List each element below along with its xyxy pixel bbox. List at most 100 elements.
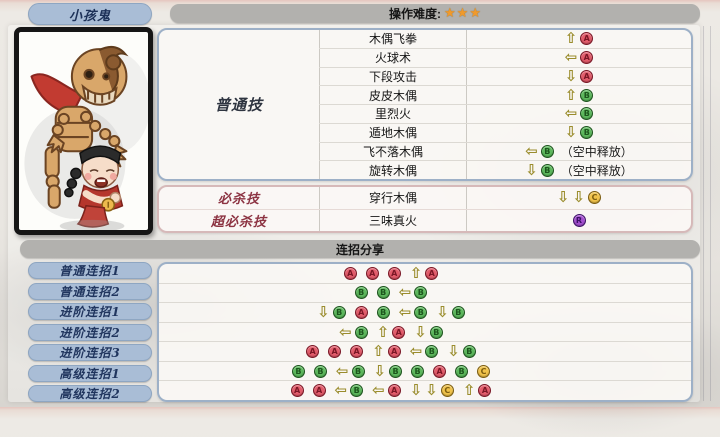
combo-label-pill[interactable]: 进阶连招3	[28, 344, 152, 361]
combo-panel: A A A ⇧ A B B ⇦ B ⇩ B A B ⇦ B ⇩ B ⇦ B ⇧ A ⇩ B A A A ⇧ A ⇦ B ⇩ B B B ⇦ B ⇩ B B A…	[157, 262, 693, 402]
combo-share-header: 连招分享	[20, 240, 700, 258]
move-row: 飞不落木偶 ⇦ B （空中释放）	[319, 141, 691, 161]
btn-A-icon: A	[328, 345, 342, 359]
input-token: A	[350, 345, 364, 359]
btn-B-icon: B	[350, 384, 364, 398]
input-token: ⇦ A	[372, 381, 401, 400]
move-row: 遁地木偶 ⇩ B	[319, 122, 691, 142]
btn-C-icon: C	[477, 364, 491, 378]
combo-label-pill[interactable]: 进阶连招1	[28, 303, 152, 320]
combo-label-column: 普通连招1 普通连招2 进阶连招1 进阶连招2 进阶连招3 高级连招1 高级连招2	[28, 262, 152, 402]
difficulty-label: 操作难度:	[389, 7, 442, 21]
btn-B-icon: B	[429, 325, 443, 339]
input-token: ⇦ B	[564, 104, 594, 123]
move-name: 遁地木偶	[319, 123, 467, 142]
move-inputs: ⇦ B	[467, 105, 691, 123]
combo-row: A A ⇦ B ⇦ A ⇩ ⇩ C ⇧ A	[159, 380, 691, 400]
input-token: ⇩ B	[525, 160, 554, 179]
move-inputs: ⇧ A	[467, 30, 691, 48]
combo-row: B B ⇦ B	[159, 282, 691, 303]
left-arrow-icon: ⇦	[335, 361, 349, 380]
btn-B-icon: B	[580, 107, 594, 121]
down-arrow-icon: ⇩	[564, 123, 578, 142]
btn-A-icon: A	[580, 69, 594, 83]
input-token: A	[312, 384, 326, 398]
left-arrow-icon: ⇦	[372, 381, 385, 400]
btn-A-icon: A	[350, 345, 364, 359]
input-token: A	[365, 266, 379, 280]
btn-A-icon: A	[580, 51, 594, 65]
btn-B-icon: B	[425, 345, 439, 359]
btn-B-icon: B	[540, 144, 554, 158]
input-token: B	[354, 286, 368, 300]
down-arrow-icon: ⇩	[564, 66, 578, 85]
section-label-normal: 普通技	[214, 96, 263, 114]
input-token: ⇩ B	[317, 302, 346, 321]
input-token: B	[313, 364, 327, 378]
btn-B-icon: B	[540, 163, 554, 177]
btn-A-icon: A	[387, 266, 401, 280]
btn-B-icon: B	[332, 305, 346, 319]
combo-label-pill[interactable]: 普通连招2	[28, 282, 152, 300]
input-token: B	[291, 364, 305, 378]
input-token: B	[376, 286, 390, 300]
btn-B-icon: B	[414, 286, 428, 300]
input-token: C	[477, 364, 491, 378]
left-arrow-icon: ⇦	[564, 48, 578, 67]
btn-C-icon: C	[440, 384, 454, 398]
combo-label-pill[interactable]: 进阶连招2	[28, 323, 152, 341]
input-token: ⇩ B	[436, 304, 465, 319]
combo-label-pill[interactable]: 高级连招2	[28, 385, 152, 402]
btn-B-icon: B	[580, 88, 594, 102]
input-token: ⇦ B	[334, 381, 364, 400]
btn-A-icon: A	[306, 345, 320, 359]
input-token: B	[376, 305, 390, 319]
move-inputs: ⇩ B	[467, 124, 691, 142]
up-arrow-icon: ⇧	[564, 29, 578, 48]
btn-B-icon: B	[580, 126, 594, 140]
difficulty-stars: ★ ★ ★	[444, 7, 481, 20]
input-token: ⇩ ⇩ C	[556, 188, 602, 207]
move-row: 皮皮木偶 ⇧ B	[319, 85, 691, 104]
btn-C-icon: C	[588, 191, 602, 205]
move-note: （空中释放）	[560, 163, 633, 178]
move-name: 穿行木偶	[319, 187, 467, 209]
btn-B-icon: B	[354, 286, 368, 300]
input-token: ⇧ A	[372, 344, 401, 359]
input-token: ⇧ A	[564, 29, 594, 48]
btn-A-icon: A	[433, 364, 447, 378]
move-inputs: ⇩ ⇩ C	[467, 187, 691, 209]
btn-A-icon: A	[312, 384, 326, 398]
character-name-tab[interactable]: 小孩鬼	[28, 3, 152, 25]
input-token: ⇩ A	[564, 66, 594, 85]
special-move-row: 必杀技 穿行木偶 ⇩ ⇩ C	[159, 187, 691, 209]
down-arrow-icon: ⇩	[556, 188, 570, 207]
combo-row: A A A ⇧ A	[159, 264, 691, 283]
btn-A-icon: A	[580, 32, 594, 46]
input-token: ⇦ B	[525, 143, 554, 158]
input-token: A	[387, 266, 401, 280]
left-arrow-icon: ⇦	[334, 381, 348, 400]
special-move-row: 超必杀技 三味真火 R	[159, 208, 691, 231]
character-portrait	[14, 27, 153, 235]
input-token: R	[572, 213, 586, 227]
btn-B-icon: B	[411, 364, 425, 378]
input-token: ⇩ ⇩ C	[410, 383, 454, 398]
combo-row: A A A ⇧ A ⇦ B ⇩ B	[159, 341, 691, 361]
move-row: 下段攻击 ⇩ A	[319, 66, 691, 86]
portrait-illustration	[24, 45, 148, 230]
section-label: 必杀技	[217, 192, 260, 208]
left-arrow-icon: ⇦	[564, 104, 578, 123]
move-name: 飞不落木偶	[319, 142, 467, 161]
down-arrow-icon: ⇩	[317, 302, 330, 321]
move-row: 木偶飞拳 ⇧ A	[319, 30, 691, 48]
move-name: 火球术	[319, 48, 467, 67]
combo-label-pill[interactable]: 高级连招1	[28, 364, 152, 382]
btn-A-icon: A	[387, 345, 401, 359]
btn-A-icon: A	[387, 384, 401, 398]
combo-row: B B ⇦ B ⇩ B B A B C	[159, 360, 691, 381]
btn-B-icon: B	[389, 364, 403, 378]
combo-label-pill[interactable]: 普通连招1	[28, 262, 152, 279]
down-arrow-icon: ⇩	[525, 160, 538, 179]
